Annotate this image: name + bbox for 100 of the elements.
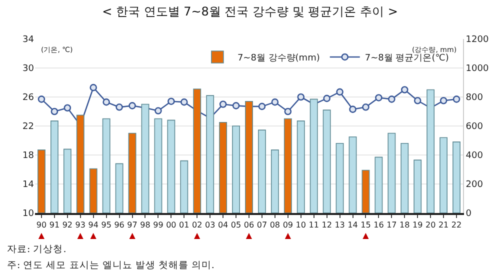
x-tick-label: 21	[438, 220, 449, 230]
y2-tick-label: 1000	[466, 64, 489, 74]
bar	[362, 170, 370, 213]
x-tick-label: 17	[386, 220, 397, 230]
chart-title: < 한국 연도별 7~8월 전국 강수량 및 평균기온 추이 >	[102, 4, 398, 18]
point	[180, 98, 188, 106]
point	[297, 93, 305, 101]
point	[440, 96, 448, 104]
point	[232, 102, 240, 110]
x-tick-label: 20	[425, 220, 436, 230]
bar	[310, 98, 318, 213]
x-tick-label: 09 ▲	[282, 220, 294, 240]
x-tick-label: 00	[166, 220, 176, 230]
point	[271, 98, 279, 106]
bar	[154, 118, 162, 213]
x-tick-label: 96	[114, 220, 124, 230]
bar	[89, 168, 98, 213]
bar	[76, 114, 84, 213]
y-tick-label: 18	[22, 151, 34, 162]
bar	[63, 148, 72, 213]
x-tick-label: 05	[230, 220, 242, 230]
point	[336, 88, 344, 96]
x-tick-label: 02 ▲	[192, 220, 202, 240]
x-tick-label: 10	[296, 220, 306, 230]
y-tick-label: 22	[22, 122, 34, 132]
x-tick-label: 06 ▲	[244, 220, 254, 240]
bar	[102, 118, 110, 213]
bar	[322, 110, 331, 213]
y2-tick-label: 200	[466, 180, 484, 190]
legend-label: 7~8월 평균기온(℃)	[364, 53, 449, 64]
y-tick-label: 26	[22, 93, 34, 104]
bar	[245, 100, 253, 213]
x-tick-label: 16	[374, 220, 384, 230]
point	[452, 96, 460, 103]
y2-tick-label: 600	[466, 122, 484, 132]
y2-tick-label: 800	[466, 93, 484, 104]
point	[284, 108, 292, 116]
x-tick-label: 99	[153, 220, 164, 230]
bar	[193, 88, 202, 213]
x-tick-label: 98	[140, 220, 150, 230]
point	[258, 102, 266, 110]
bar	[374, 156, 383, 213]
bar	[219, 122, 228, 213]
x-tick-label: 93 ▲	[75, 220, 86, 240]
bar	[115, 163, 124, 213]
x-tick-label: 08	[270, 220, 280, 230]
x-tick-label: 90 ▲	[36, 220, 47, 240]
bar	[128, 132, 136, 213]
point	[64, 104, 72, 112]
legend-label: 7~8월 강수량(mm)	[237, 53, 320, 64]
point	[38, 96, 46, 103]
bar	[38, 150, 46, 213]
bar	[336, 143, 344, 213]
y2-tick-label: 0	[466, 209, 472, 220]
y2-tick-label: 1200	[466, 35, 489, 46]
bar	[400, 143, 409, 213]
point	[116, 104, 123, 111]
x-tick-label: 91	[49, 220, 60, 230]
point	[414, 96, 422, 104]
bar	[206, 95, 214, 213]
x-tick-label: 97 ▲	[127, 220, 138, 240]
y-tick-label: 34	[22, 35, 34, 46]
point	[128, 102, 136, 110]
bar	[426, 89, 435, 213]
point	[154, 107, 162, 114]
point	[362, 104, 370, 111]
point	[349, 106, 356, 113]
x-tick-label: 92	[62, 220, 73, 230]
point	[400, 86, 408, 94]
x-tick-label: 07	[256, 220, 268, 230]
text: 자료: 기상청.	[7, 244, 66, 255]
bar	[296, 120, 305, 213]
y2-tick-label: 400	[466, 151, 484, 162]
x-tick-label: 22	[451, 220, 462, 230]
y-tick-label: 30	[22, 64, 34, 74]
bar	[50, 120, 58, 213]
bar	[167, 120, 176, 213]
x-tick-label: 14	[348, 220, 358, 230]
y-tick-label: 14	[22, 180, 34, 190]
x-tick-label: 18	[400, 220, 410, 230]
x-tick-label: 12	[322, 220, 332, 230]
point	[102, 98, 110, 106]
point	[168, 98, 175, 105]
bar	[440, 137, 448, 213]
point	[219, 100, 227, 108]
point	[375, 94, 382, 102]
y-tick-label: 10	[22, 209, 34, 220]
x-tick-label: 94 ▲	[88, 220, 98, 240]
bar	[270, 150, 279, 213]
bar	[232, 126, 240, 213]
bar	[180, 160, 188, 213]
x-tick-label: 03	[204, 220, 216, 230]
x-tick-label: 01	[179, 220, 190, 230]
x-tick-label: 04	[218, 220, 228, 230]
x-tick-label: 13	[334, 220, 345, 230]
point	[388, 96, 396, 103]
bar	[388, 132, 396, 213]
x-tick-label: 15 ▲	[360, 220, 371, 240]
bar	[258, 130, 266, 213]
text: 주: 연도 세모 표시는 엘니뇨 발생 첫해를 의미.	[7, 260, 214, 271]
